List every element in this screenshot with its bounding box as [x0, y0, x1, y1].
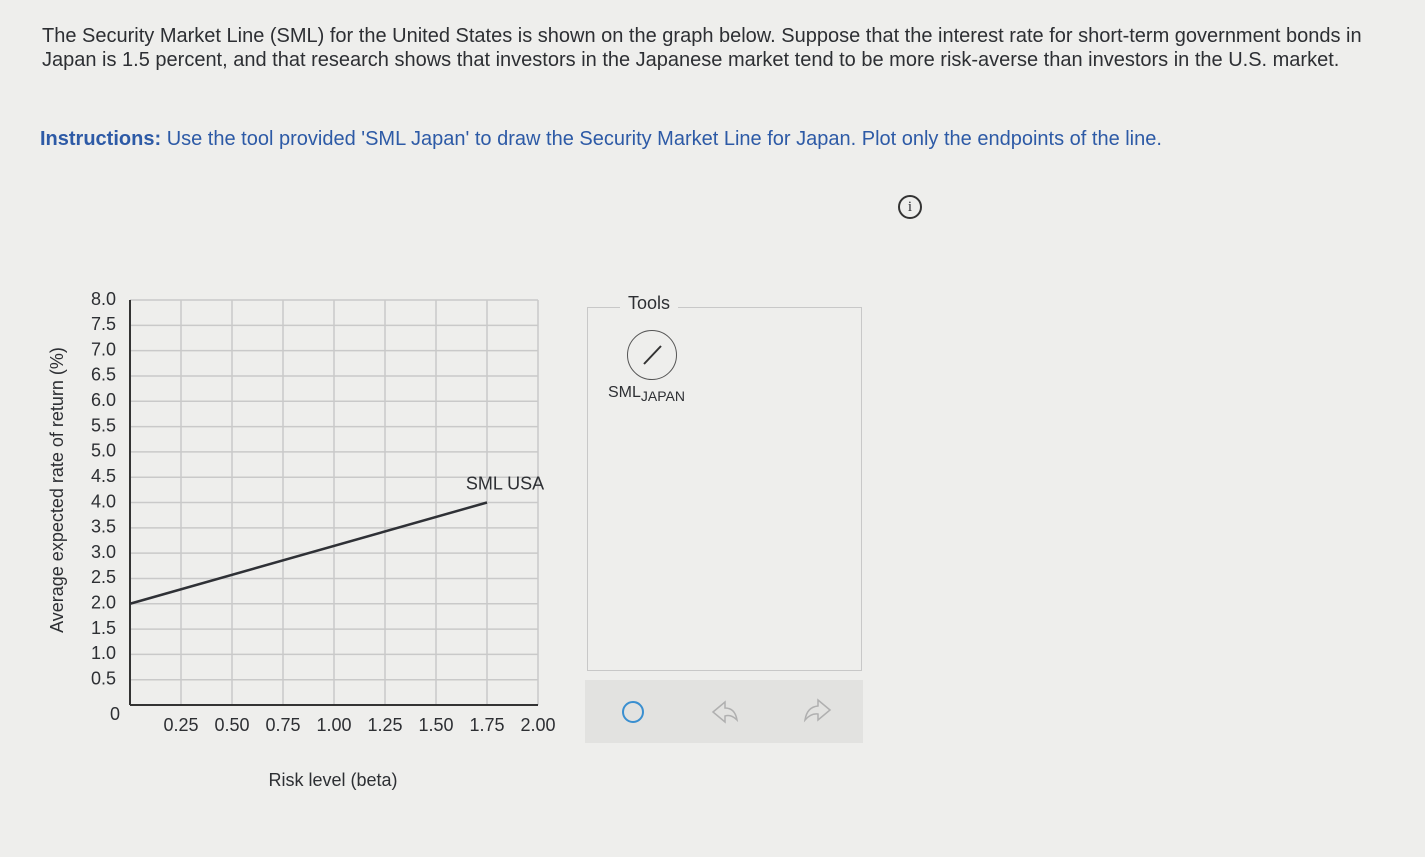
chart: Average expected rate of return (%) Risk…: [47, 289, 556, 790]
x-tick-label: 1.50: [418, 715, 453, 735]
series-line: [129, 501, 488, 605]
x-axis-label: Risk level (beta): [268, 770, 397, 790]
x-tick-label: 1.75: [469, 715, 504, 735]
sml-japan-tool[interactable]: [627, 330, 677, 380]
y-tick-label: 5.0: [91, 441, 116, 461]
origin-label: 0: [110, 704, 120, 724]
tool-label: SMLJAPAN: [608, 384, 685, 404]
y-tick-label: 3.0: [91, 542, 116, 562]
y-tick-label: 7.0: [91, 339, 116, 359]
toolbar: [585, 680, 863, 743]
instructions-text: Use the tool provided 'SML Japan' to dra…: [166, 128, 1162, 150]
y-tick-label: 4.0: [91, 491, 116, 511]
undo-icon[interactable]: [711, 700, 739, 724]
info-icon[interactable]: i: [898, 195, 922, 219]
y-tick-label: 2.5: [91, 567, 116, 587]
redo-icon[interactable]: [803, 698, 832, 723]
x-tick-label: 1.00: [316, 715, 351, 735]
y-tick-label: 6.0: [91, 390, 116, 410]
y-tick-label: 5.5: [91, 415, 116, 435]
question-text: The Security Market Line (SML) for the U…: [42, 25, 1362, 71]
tool-icon: [643, 345, 662, 365]
y-tick-label: 2.0: [91, 593, 116, 613]
x-tick-label: 1.25: [367, 715, 402, 735]
tools-title: Tools: [620, 293, 679, 314]
tools-panel: [587, 307, 862, 671]
y-tick-label: 7.5: [91, 314, 116, 334]
instructions: Instructions: Use the tool provided 'SML…: [40, 128, 1162, 151]
x-tick-label: 0.25: [163, 715, 198, 735]
tool-label-sub: JAPAN: [640, 388, 685, 405]
series-label: SML USA: [466, 473, 544, 493]
y-tick-label: 3.5: [91, 517, 116, 537]
instructions-label: Instructions:: [40, 128, 162, 150]
y-tick-label: 0.5: [91, 668, 116, 688]
x-tick-label: 0.75: [265, 715, 300, 735]
y-tick-label: 1.0: [91, 643, 116, 663]
toolbar-icons: [622, 698, 832, 724]
x-tick-label: 0.50: [214, 715, 249, 735]
x-tick-label: 2.00: [520, 715, 555, 735]
y-tick-label: 4.5: [91, 466, 116, 486]
y-tick-label: 8.0: [91, 289, 116, 309]
y-tick-label: 1.5: [91, 618, 116, 638]
reset-icon[interactable]: [622, 701, 644, 723]
y-axis-label: Average expected rate of return (%): [47, 347, 67, 633]
y-tick-label: 6.5: [91, 365, 116, 385]
tool-label-main: SML: [608, 384, 641, 401]
